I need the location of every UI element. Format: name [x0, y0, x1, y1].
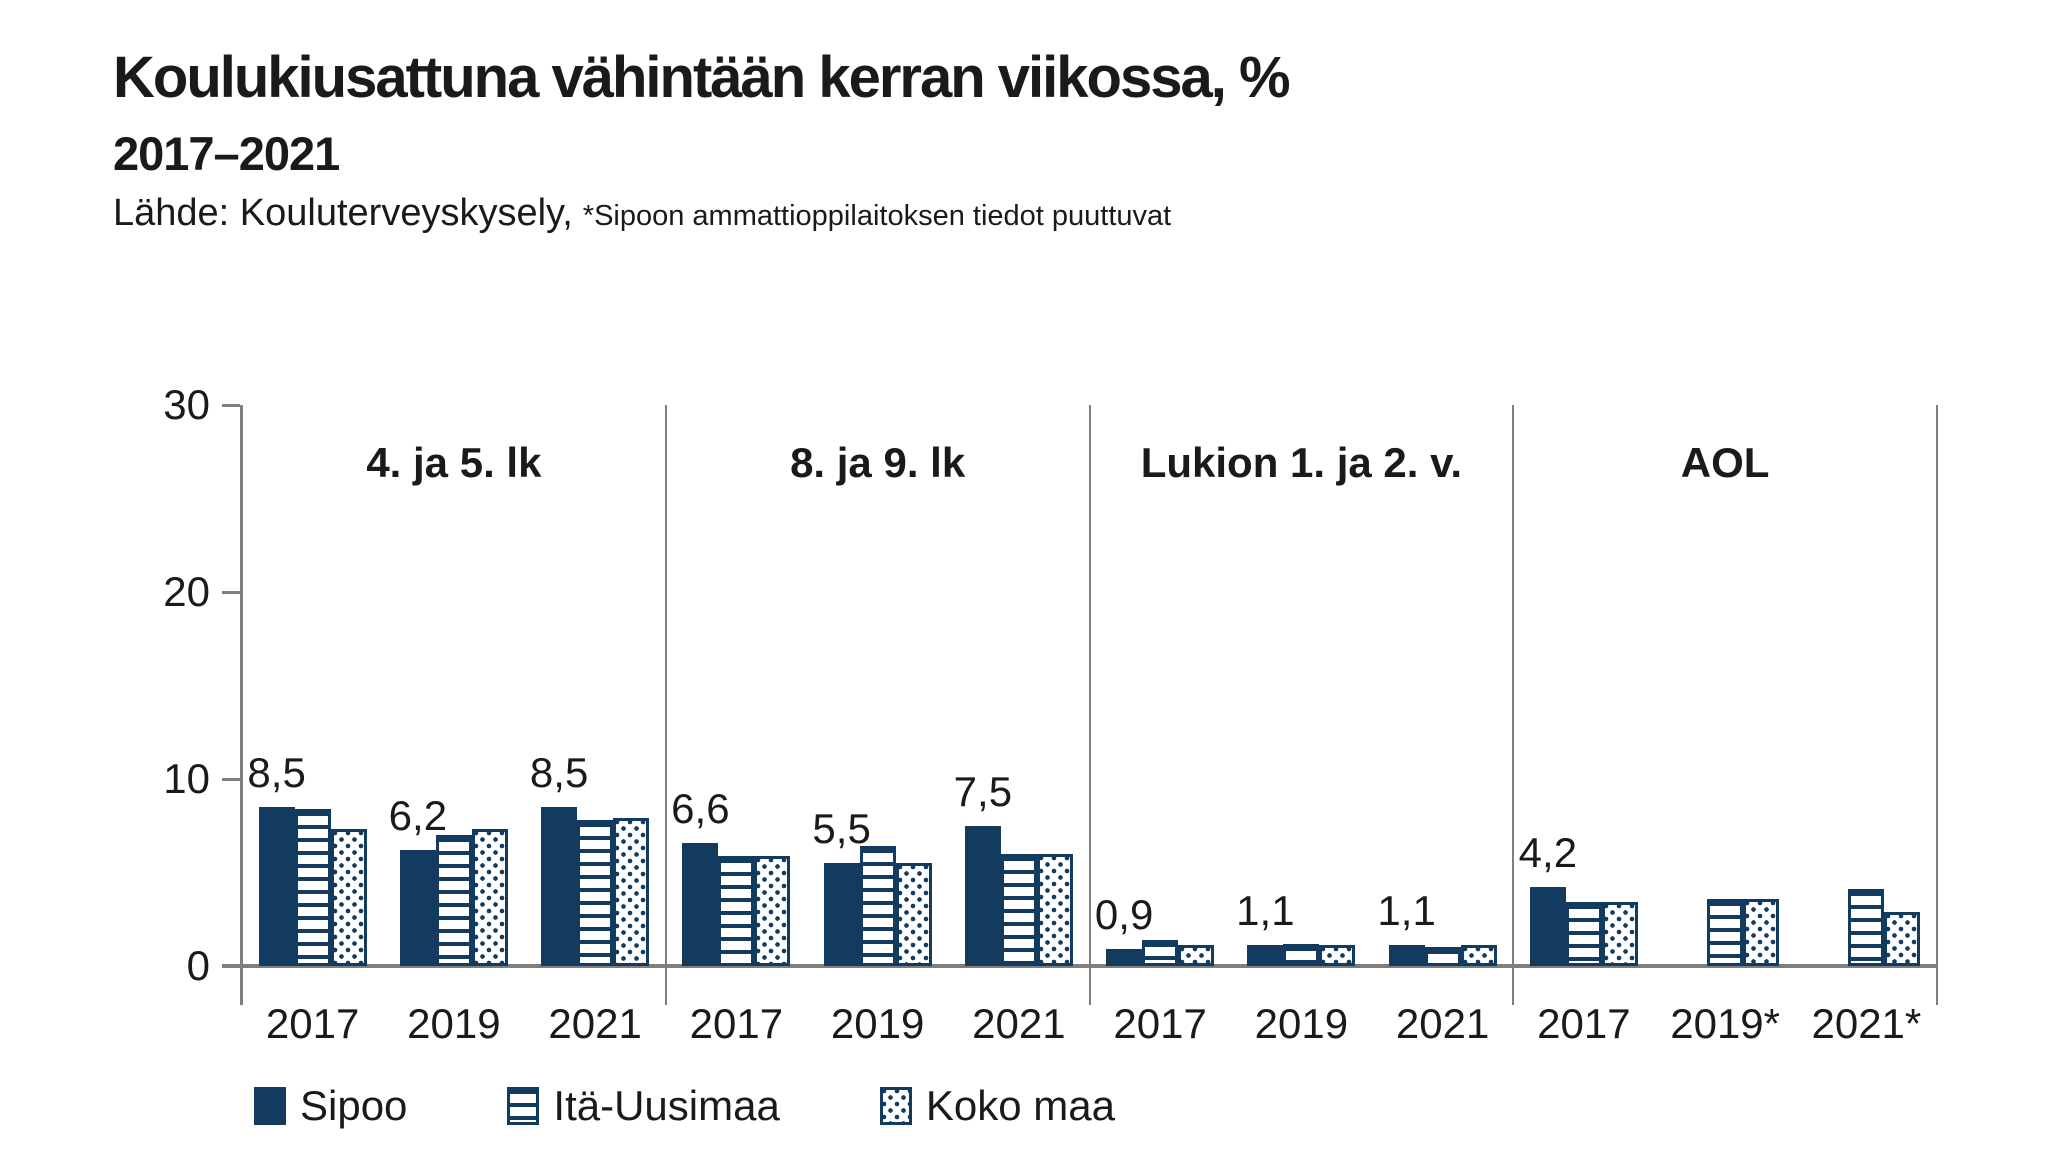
- bar-koko-maa: [613, 818, 650, 966]
- bar-sipoo: [1106, 949, 1143, 966]
- y-tick: [222, 965, 240, 968]
- x-tick-label: 2021: [1395, 1000, 1490, 1047]
- panel-divider: [1088, 405, 1091, 1005]
- x-tick-label: 2017: [689, 1000, 784, 1047]
- y-tick-label: 20: [163, 568, 210, 615]
- bar-it-uusimaa: [718, 855, 755, 966]
- data-label: 4,2: [1518, 829, 1578, 877]
- legend-item: Itä-Uusimaa: [507, 1082, 780, 1130]
- legend-swatch-dots-icon: [879, 1087, 912, 1125]
- bar-koko-maa: [1178, 945, 1215, 966]
- x-tick-label: 2021*: [1811, 1000, 1922, 1047]
- data-label: 8,5: [247, 749, 306, 797]
- bar-koko-maa: [1601, 902, 1638, 966]
- bar-sipoo: [823, 863, 860, 966]
- bar-it-uusimaa: [1848, 889, 1885, 966]
- panel-title: 8. ja 9. lk: [790, 439, 966, 486]
- bar-koko-maa: [1460, 945, 1497, 966]
- legend-label: Itä-Uusimaa: [553, 1082, 780, 1129]
- source-line: Lähde: Kouluterveyskysely, *Sipoon ammatt…: [113, 192, 1171, 235]
- bar-sipoo: [541, 807, 578, 966]
- bar-it-uusimaa: [1142, 939, 1179, 966]
- bar-sipoo: [1388, 945, 1425, 966]
- legend: Sipoo Itä-Uusimaa Koko maa: [254, 1082, 1115, 1130]
- data-label: 1,1: [1377, 887, 1436, 935]
- x-tick-label: 2017: [1113, 1000, 1207, 1047]
- legend-label: Sipoo: [300, 1082, 408, 1129]
- legend-item: Koko maa: [879, 1082, 1115, 1130]
- x-axis-line: [222, 964, 1937, 968]
- chart-subtitle: 2017–2021: [113, 127, 340, 180]
- x-tick-label: 2019*: [1670, 1000, 1781, 1047]
- y-tick-label: 30: [163, 381, 210, 428]
- y-axis-line: [240, 405, 243, 1005]
- bar-koko-maa: [754, 855, 791, 966]
- bar-it-uusimaa: [1000, 853, 1037, 966]
- bar-sipoo: [399, 850, 436, 966]
- data-label: 8,5: [529, 749, 589, 797]
- x-tick-label: 2019: [407, 1000, 501, 1047]
- data-label: 0,9: [1094, 891, 1154, 939]
- legend-item: Sipoo: [254, 1082, 407, 1130]
- y-tick: [222, 404, 240, 407]
- legend-swatch-stripes-icon: [507, 1087, 540, 1125]
- bar-koko-maa: [895, 863, 932, 966]
- panel-divider: [664, 405, 667, 1005]
- footnote-text: *Sipoon ammattioppilaitoksen tiedot puut…: [582, 200, 1172, 232]
- bar-it-uusimaa: [294, 808, 331, 966]
- bar-it-uusimaa: [577, 820, 614, 966]
- legend-swatch-solid-icon: [254, 1087, 286, 1125]
- x-tick-label: 2019: [1254, 1000, 1349, 1047]
- panel-title: Lukion 1. ja 2. v.: [1140, 439, 1463, 486]
- bar-koko-maa: [471, 829, 508, 966]
- bar-it-uusimaa: [1424, 947, 1461, 966]
- y-tick-label: 0: [186, 942, 210, 989]
- bar-koko-maa: [330, 829, 367, 966]
- data-label: 6,6: [671, 784, 730, 832]
- y-tick: [222, 778, 240, 781]
- x-tick-label: 2021: [972, 1000, 1066, 1047]
- data-label: 1,1: [1236, 887, 1295, 935]
- bar-sipoo: [1247, 945, 1284, 966]
- bar-sipoo: [682, 842, 719, 966]
- bar-koko-maa: [1884, 911, 1921, 966]
- x-tick-label: 2017: [1537, 1000, 1631, 1047]
- panel-title: AOL: [1680, 439, 1770, 486]
- y-tick-label: 10: [163, 755, 210, 802]
- bar-it-uusimaa: [435, 835, 472, 966]
- x-tick-label: 2019: [830, 1000, 925, 1047]
- bar-it-uusimaa: [859, 846, 896, 966]
- bar-koko-maa: [1319, 945, 1356, 966]
- source-text: Lähde: Kouluterveyskysely,: [113, 192, 573, 234]
- panel-title: 4. ja 5. lk: [366, 439, 542, 486]
- bar-sipoo: [1529, 887, 1566, 966]
- data-label: 7,5: [953, 767, 1013, 815]
- bar-it-uusimaa: [1707, 898, 1744, 966]
- x-tick-label: 2021: [548, 1000, 642, 1047]
- data-label: 6,2: [388, 792, 448, 840]
- bar-koko-maa: [1036, 853, 1073, 966]
- bar-sipoo: [258, 807, 295, 966]
- chart-title: Koulukiusattuna vähintään kerran viikoss…: [113, 45, 1291, 110]
- x-tick-label: 2017: [265, 1000, 360, 1047]
- legend-label: Koko maa: [925, 1082, 1115, 1129]
- bar-it-uusimaa: [1565, 902, 1602, 966]
- panel-divider: [1936, 405, 1938, 1005]
- data-label: 5,5: [812, 805, 871, 853]
- panel-divider: [1512, 405, 1515, 1005]
- bar-koko-maa: [1743, 898, 1780, 966]
- y-tick: [222, 591, 240, 594]
- bar-sipoo: [964, 825, 1001, 966]
- bar-it-uusimaa: [1283, 943, 1320, 966]
